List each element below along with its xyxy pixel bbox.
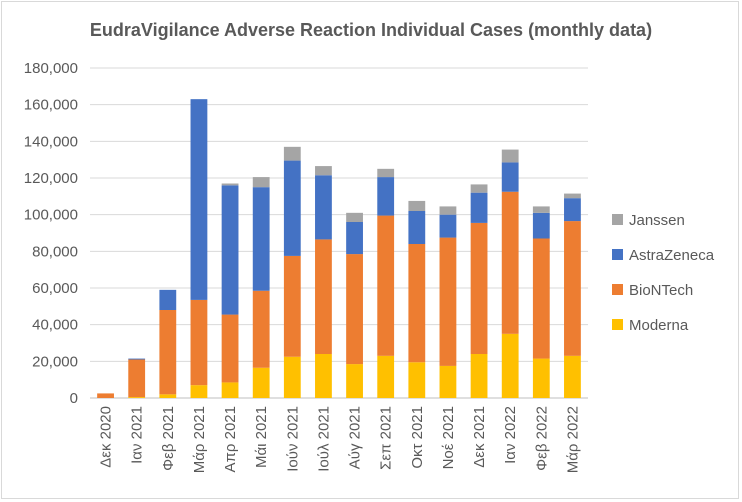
bar-segment-moderna (408, 362, 426, 398)
bar-segment-biontech (346, 254, 363, 365)
bar-segment-moderna (283, 356, 301, 398)
legend-label: AstraZeneca (629, 247, 715, 264)
x-tick-label: Αύγ 2021 (347, 406, 364, 469)
bar-segment-moderna (532, 358, 550, 398)
y-tick-label: 80,000 (32, 243, 78, 260)
x-tick-label: Μάρ 2022 (564, 406, 581, 473)
bar-segment-biontech (128, 359, 146, 398)
y-tick-label: 60,000 (32, 280, 78, 297)
legend-swatch (612, 319, 623, 330)
x-tick-label: Μάρ 2021 (191, 406, 208, 473)
x-tick-label: Δεκ 2021 (471, 406, 488, 468)
x-tick-label: Ιαν 2021 (129, 406, 146, 464)
bar-segment-biontech (532, 238, 550, 359)
bar-segment-moderna (564, 355, 581, 398)
bar-segment-astrazeneca (128, 358, 146, 360)
y-tick-label: 100,000 (24, 207, 78, 224)
bar-segment-astrazeneca (408, 211, 426, 244)
bar-segment-biontech (470, 222, 488, 354)
legend-swatch (612, 249, 623, 260)
bar-segment-moderna (439, 365, 457, 398)
y-tick-label: 180,000 (24, 60, 78, 77)
legend-label: Janssen (629, 212, 685, 229)
bar-segment-biontech (315, 239, 332, 354)
x-tick-label: Ιούν 2021 (284, 406, 301, 472)
bar-segment-janssen (501, 149, 519, 163)
bar-segment-janssen (470, 184, 488, 193)
bar-segment-janssen (315, 166, 332, 176)
bar-segment-biontech (564, 221, 581, 356)
bar-segment-moderna (346, 364, 363, 398)
x-tick-label: Απρ 2021 (222, 406, 239, 472)
bar-segment-janssen (564, 193, 581, 199)
x-tick-label: Ιούλ 2021 (315, 406, 332, 472)
x-tick-label: Σεπ 2021 (378, 406, 395, 470)
legend-swatch (612, 284, 623, 295)
bar-segment-astrazeneca (221, 185, 239, 315)
x-tick-label: Ιαν 2022 (502, 406, 519, 464)
x-tick-label: Οκτ 2021 (409, 406, 426, 469)
bar-segment-biontech (97, 393, 114, 398)
bar-segment-astrazeneca (439, 214, 457, 238)
bar-segment-moderna (252, 367, 270, 398)
bar-segment-biontech (283, 255, 301, 357)
bar-segment-astrazeneca (190, 99, 208, 300)
bar-segment-astrazeneca (252, 187, 270, 291)
bar-segment-janssen (408, 200, 426, 211)
bar-segment-moderna (159, 394, 177, 398)
bar-segment-janssen (532, 206, 550, 213)
x-tick-label: Δεκ 2020 (98, 406, 115, 468)
bar-segment-astrazeneca (501, 162, 519, 192)
y-tick-label: 20,000 (32, 353, 78, 370)
bar-segment-astrazeneca (159, 289, 177, 310)
bar-segment-biontech (377, 215, 395, 356)
legend-label: Moderna (629, 317, 689, 334)
bar-segment-astrazeneca (315, 175, 332, 240)
y-tick-label: 40,000 (32, 317, 78, 334)
legend-label: BioNTech (629, 282, 693, 299)
bar-segment-biontech (252, 290, 270, 368)
y-tick-label: 140,000 (24, 133, 78, 150)
bar-segment-moderna (190, 385, 208, 398)
bar-segment-moderna (470, 354, 488, 398)
bar-segment-janssen (377, 168, 395, 178)
bar-segment-astrazeneca (532, 212, 550, 239)
x-tick-label: Νοέ 2021 (440, 406, 457, 469)
chart-title: EudraVigilance Adverse Reaction Individu… (89, 20, 653, 40)
bar-segment-astrazeneca (470, 192, 488, 223)
bar-segment-biontech (408, 244, 426, 363)
bar-segment-astrazeneca (346, 222, 363, 255)
bar-segment-biontech (190, 299, 208, 386)
y-tick-label: 0 (70, 390, 78, 407)
bar-segment-moderna (315, 354, 332, 398)
x-tick-label: Φεβ 2021 (160, 406, 177, 471)
y-tick-label: 120,000 (24, 170, 78, 187)
bar-segment-biontech (159, 310, 177, 395)
bar-segment-biontech (501, 191, 519, 334)
bar-segment-moderna (501, 333, 519, 398)
bar-segment-janssen (283, 146, 301, 161)
bar-segment-moderna (128, 397, 146, 398)
bar-segment-astrazeneca (564, 198, 581, 222)
bar-segment-moderna (377, 355, 395, 398)
bar-segment-astrazeneca (283, 160, 301, 256)
bar-segment-moderna (221, 382, 239, 398)
x-tick-label: Μάι 2021 (253, 406, 270, 468)
bar-segment-janssen (439, 206, 457, 215)
legend-swatch (612, 214, 623, 225)
x-tick-label: Φεβ 2022 (533, 406, 550, 471)
bar-segment-astrazeneca (377, 177, 395, 216)
y-tick-label: 160,000 (24, 97, 78, 114)
bar-segment-janssen (346, 212, 363, 222)
bar-segment-biontech (439, 237, 457, 366)
bar-segment-janssen (221, 183, 239, 186)
bar-segment-janssen (252, 177, 270, 188)
bar-segment-biontech (221, 314, 239, 383)
